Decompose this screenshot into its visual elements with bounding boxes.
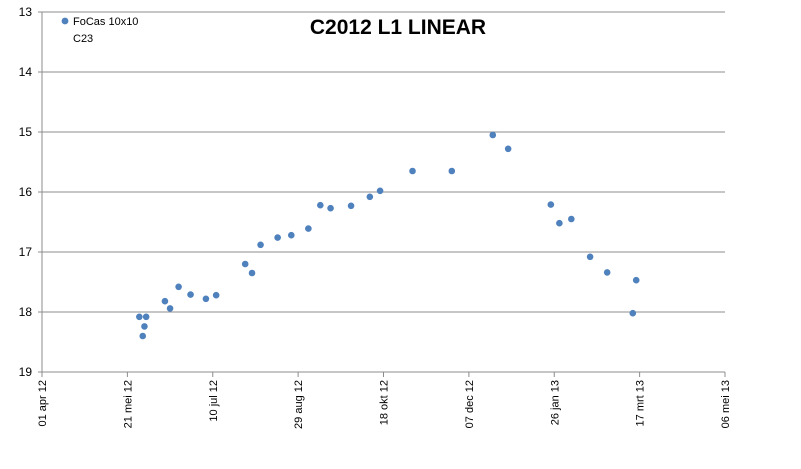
data-point <box>366 193 374 201</box>
data-point <box>409 167 416 175</box>
y-axis-ticks: 13 14 15 16 17 18 19 <box>19 5 33 379</box>
y-tick-label: 13 <box>19 5 33 19</box>
data-point <box>187 291 194 298</box>
x-tick-label: 18 okt 12 <box>379 380 391 425</box>
x-tick-label: 10 jul 12 <box>208 380 220 422</box>
data-point <box>327 204 334 212</box>
y-tick-label: 19 <box>19 365 33 379</box>
data-point <box>489 131 497 139</box>
legend-marker <box>61 17 69 25</box>
x-tick-label: 29 aug 12 <box>293 380 305 429</box>
data-point <box>603 269 611 276</box>
data-point <box>248 269 256 277</box>
data-point <box>547 201 555 208</box>
y-tick-label: 16 <box>19 185 33 199</box>
y-tick-label: 15 <box>19 125 33 139</box>
data-point <box>287 231 295 239</box>
data-point <box>568 215 575 223</box>
data-point <box>632 276 640 284</box>
data-point <box>166 305 174 312</box>
x-tick-label: 07 dec 12 <box>464 380 476 428</box>
data-point <box>141 323 148 330</box>
x-tick-label: 21 mei 12 <box>122 380 134 428</box>
legend-series-label: FoCas 10x10 <box>73 16 138 28</box>
x-tick-label: 01 apr 12 <box>37 380 49 426</box>
data-points <box>136 131 640 340</box>
x-axis-ticks: 01 apr 12 21 mei 12 10 jul 12 29 aug 12 18 o… <box>37 380 732 429</box>
data-point <box>305 225 312 232</box>
data-point <box>212 291 220 299</box>
x-tick-label: 26 jan 13 <box>549 380 561 425</box>
data-point <box>347 202 355 210</box>
x-tick-label: 17 mrt 13 <box>635 380 647 426</box>
data-point <box>504 145 512 153</box>
data-point <box>241 260 249 268</box>
data-point <box>317 201 324 209</box>
chart-title: C2012 L1 LINEAR <box>310 16 486 39</box>
data-point <box>136 313 143 321</box>
x-tick-label: 06 mei 13 <box>720 380 732 428</box>
data-point <box>257 241 264 249</box>
data-point <box>142 313 150 321</box>
data-point <box>139 332 147 340</box>
legend: FoCas 10x10 C23 <box>61 16 138 45</box>
data-point <box>556 219 563 227</box>
y-tick-label: 18 <box>19 305 33 319</box>
y-tick-label: 14 <box>19 65 33 79</box>
data-point <box>202 295 210 303</box>
legend-extra-label: C23 <box>73 33 93 45</box>
data-point <box>175 283 182 291</box>
data-point <box>274 234 281 241</box>
axes <box>41 12 726 377</box>
y-tick-label: 17 <box>19 245 33 259</box>
data-point <box>161 297 169 305</box>
data-point <box>448 167 456 175</box>
data-point <box>586 253 594 261</box>
data-point <box>376 187 384 195</box>
data-point <box>629 309 637 317</box>
